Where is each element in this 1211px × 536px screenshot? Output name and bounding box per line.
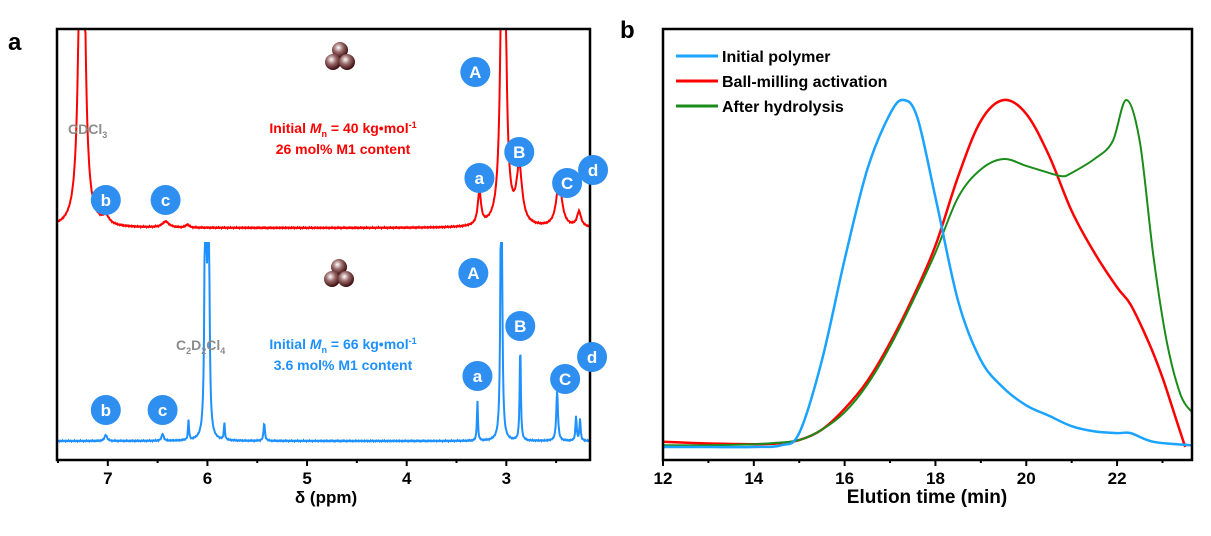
gpc-trace-ball-milling-activation: [663, 98, 1187, 448]
solvent-label-c2d2cl4: C2D2Cl4: [176, 337, 225, 356]
peak-label-text: b: [101, 191, 111, 210]
panel-label-a: a: [8, 29, 22, 56]
peak-label: a: [464, 163, 495, 193]
peak-label-text: a: [475, 169, 485, 188]
peak-label-text: d: [588, 161, 598, 180]
peak-label-text: B: [514, 317, 526, 336]
x-tick-label: 14: [744, 469, 763, 488]
panel-label-b: b: [620, 17, 635, 44]
x-tick-label: 7: [103, 469, 112, 488]
gpc-traces-plot: [663, 98, 1192, 449]
annotation-content-blue: 3.6 mol% M1 content: [274, 357, 413, 373]
plot-frame-b: [661, 27, 1194, 462]
nmr-spectra-plot: [57, 29, 590, 444]
annotation-mn-red: Initial Mn = 40 kg•mol-1: [269, 120, 416, 139]
ball-mill-icon: [324, 259, 354, 287]
peak-label: d: [577, 342, 608, 372]
peak-label-text: A: [469, 63, 481, 82]
peak-label: A: [458, 258, 489, 288]
x-axis-b: 12 14 16 18 20 22: [654, 460, 1164, 488]
peak-label-text: d: [587, 348, 597, 367]
peak-label: b: [90, 395, 121, 425]
peak-label: B: [504, 137, 535, 167]
x-tick-label: 18: [926, 469, 945, 488]
x-tick-label: 12: [654, 469, 673, 488]
x-axis-title-b: Elution time (min): [847, 487, 1007, 508]
peak-label-text: C: [561, 174, 573, 193]
peak-label: C: [550, 364, 581, 394]
legend-label: Initial polymer: [722, 49, 830, 66]
x-axis-a: 7 6 5 4 3: [56, 460, 558, 488]
x-axis-title-a: δ (ppm): [295, 488, 357, 507]
peak-label-text: B: [513, 143, 525, 162]
peak-label-text: c: [161, 191, 170, 210]
x-tick-label: 5: [302, 469, 311, 488]
legend-label: After hydrolysis: [722, 99, 844, 116]
peak-label-text: A: [467, 264, 479, 283]
peak-label: B: [505, 311, 536, 341]
x-tick-label: 16: [835, 469, 854, 488]
peak-label: c: [147, 395, 178, 425]
solvent-label-cdcl3: CDCl3: [68, 121, 107, 140]
x-tick-label: 4: [402, 469, 412, 488]
legend-label: Ball-milling activation: [722, 74, 887, 91]
peak-label-text: b: [101, 401, 111, 420]
x-tick-label: 3: [502, 469, 511, 488]
ball-mill-icon: [325, 42, 355, 70]
peak-label: A: [460, 57, 491, 87]
x-tick-label: 22: [1108, 469, 1127, 488]
peak-label: C: [552, 168, 583, 198]
peak-label: a: [462, 361, 493, 391]
peak-label-text: c: [158, 401, 167, 420]
nmr-spectrum-line: [57, 29, 590, 231]
gpc-trace-initial-polymer: [663, 98, 1192, 449]
annotation-mn-blue: Initial Mn = 66 kg•mol-1: [269, 336, 416, 355]
peak-label: c: [150, 185, 181, 215]
legend: Initial polymer Ball-milling activation Af…: [676, 49, 887, 116]
plot-frame-a: [55, 27, 592, 462]
x-tick-label: 6: [203, 469, 212, 488]
gpc-trace-after-hydrolysis: [663, 98, 1192, 447]
peak-label: d: [578, 155, 609, 185]
annotation-content-red: 26 mol% M1 content: [276, 141, 411, 157]
nmr-spectrum-line: [57, 242, 590, 444]
peak-label-text: a: [473, 367, 483, 386]
peak-label-text: C: [559, 370, 571, 389]
peak-label: b: [90, 185, 121, 215]
x-tick-label: 20: [1017, 469, 1036, 488]
